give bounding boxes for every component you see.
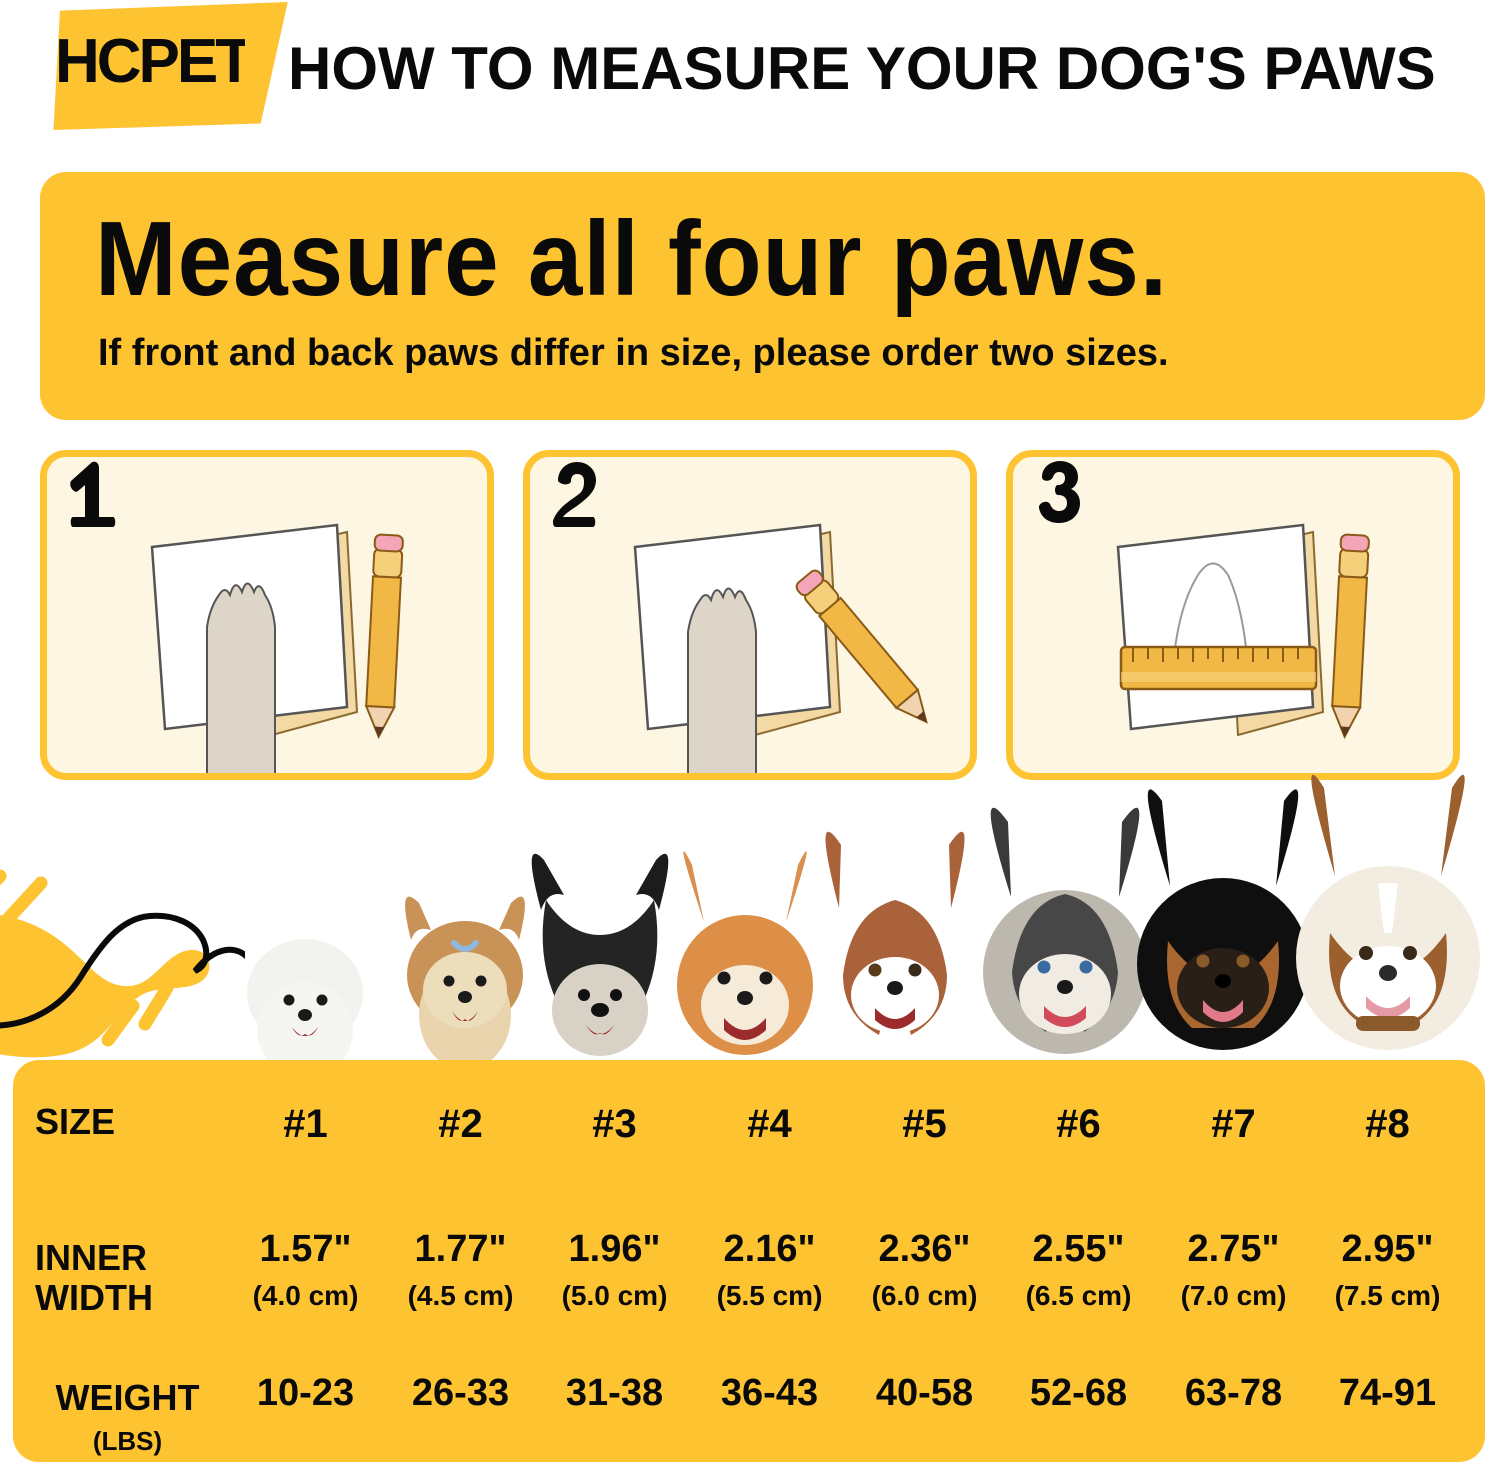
- svg-text:HCPET: HCPET: [55, 27, 245, 96]
